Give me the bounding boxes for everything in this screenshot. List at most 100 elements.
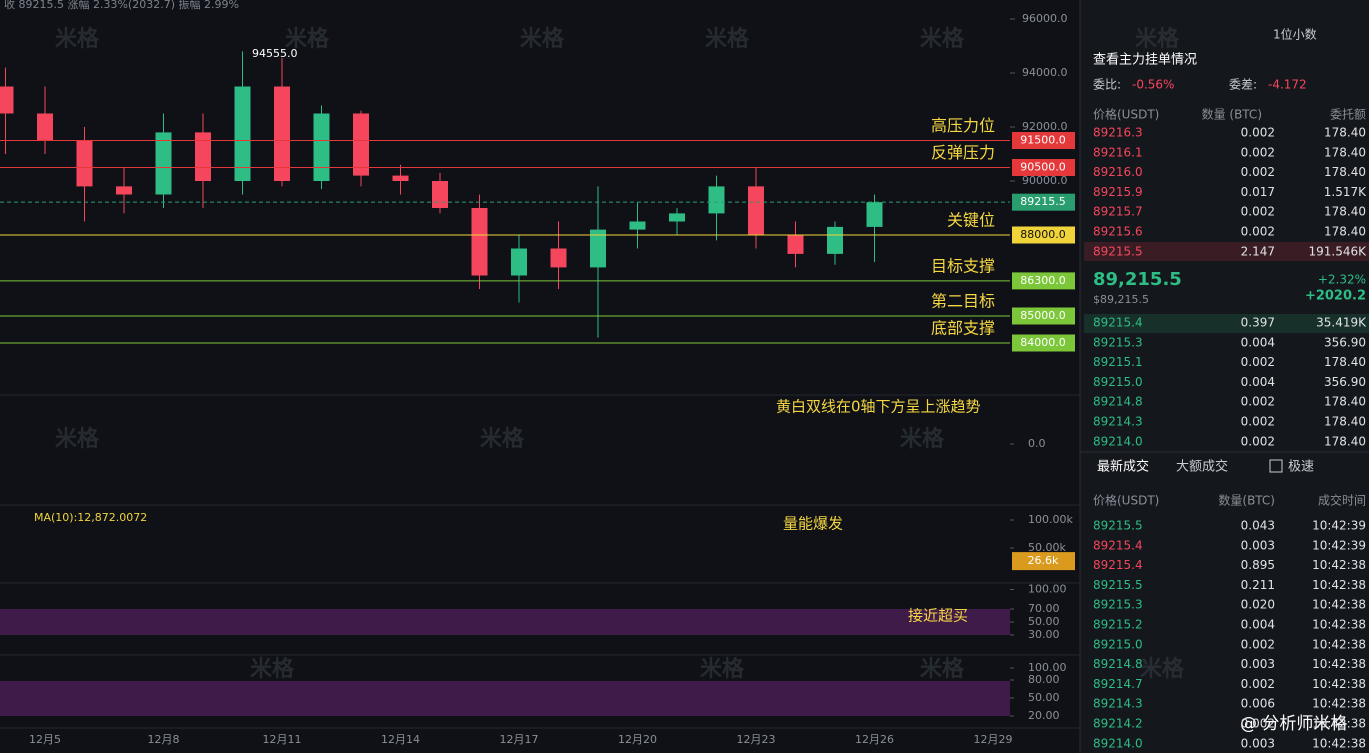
ohlc-info: 收 89215.5 涨幅 2.33%(2032.7) 振幅 2.99% (4, 0, 239, 11)
candle-body (0, 86, 14, 114)
y-tick-label: 70.00 (1028, 602, 1060, 615)
book-cell: 35.419K (1316, 316, 1367, 330)
watermark: 米格 (285, 26, 330, 52)
book-cell: 0.397 (1241, 316, 1275, 330)
trade-qty: 0.211 (1241, 578, 1275, 592)
watermark: 米格 (55, 26, 100, 52)
book-cell: 0.002 (1241, 126, 1275, 140)
current-tag-label: 89215.5 (1020, 195, 1066, 208)
y-tick-label: 92000.0 (1022, 120, 1068, 133)
level-tag (1012, 226, 1075, 244)
trade-price: 89215.3 (1093, 598, 1143, 612)
book-cell: 89215.0 (1093, 375, 1143, 389)
trade-price: 89215.5 (1093, 578, 1143, 592)
trade-tab[interactable]: 最新成交 (1097, 459, 1149, 475)
trade-price: 89215.4 (1093, 538, 1143, 552)
book-cell: 89215.3 (1093, 335, 1143, 349)
x-tick-label: 12月20 (618, 733, 657, 746)
y-tick-label: 94000.0 (1022, 66, 1068, 79)
candle-body (590, 229, 606, 268)
trade-qty: 0.003 (1241, 538, 1275, 552)
candle-body (708, 186, 725, 214)
candle-body (234, 86, 251, 181)
trade-time: 10:42:38 (1312, 558, 1366, 572)
book-cell: 89215.1 (1093, 355, 1143, 369)
book-cell: 356.90 (1324, 335, 1366, 349)
x-tick-label: 12月26 (855, 733, 894, 746)
candle-body (432, 181, 448, 208)
x-tick-label: 12月29 (974, 733, 1013, 746)
x-tick-label: 12月23 (737, 733, 776, 746)
trade-time: 10:42:38 (1312, 637, 1366, 651)
checkbox[interactable] (1269, 459, 1283, 473)
trade-time: 10:42:38 (1312, 618, 1366, 632)
candle-body (787, 235, 804, 254)
book-cell: 178.40 (1324, 165, 1366, 179)
book-cell: 1.517K (1324, 185, 1367, 199)
watermark: 米格 (920, 656, 965, 682)
x-tick-label: 12月8 (148, 733, 180, 746)
candle-body (511, 248, 527, 276)
candle-body (629, 221, 646, 230)
candle-body (392, 175, 409, 181)
book-header: 价格(USDT) (1093, 107, 1159, 122)
book-cell: 0.004 (1241, 375, 1275, 389)
book-cell: 89215.9 (1093, 185, 1143, 199)
precision-select[interactable]: 1位小数 (1273, 27, 1317, 42)
book-cell: 178.40 (1324, 434, 1366, 448)
ratio-label: 委比: (1093, 78, 1121, 92)
trade-tab[interactable]: 极速 (1288, 460, 1314, 475)
ratio: -0.56% (1132, 78, 1174, 92)
candle-body (155, 132, 172, 195)
watermark: 米格 (705, 26, 750, 52)
book-cell: 178.40 (1324, 355, 1366, 369)
y-tick-label: 100.00 (1028, 661, 1067, 674)
book-cell: 89216.1 (1093, 145, 1143, 159)
book-cell: 89215.4 (1093, 316, 1143, 330)
trade-tab[interactable]: 大额成交 (1176, 459, 1228, 475)
trade-price: 89215.0 (1093, 637, 1143, 651)
book-cell: 356.90 (1324, 375, 1366, 389)
book-cell: 89215.6 (1093, 225, 1143, 239)
level-name: 反弹压力 (931, 143, 995, 162)
book-cell: 178.40 (1324, 225, 1366, 239)
watermark: 米格 (250, 656, 295, 682)
book-cell: 0.002 (1241, 205, 1275, 219)
side-panel-bg (1080, 0, 1369, 753)
chart-bg (0, 0, 1080, 753)
trade-price: 89214.3 (1093, 697, 1143, 711)
bid-highlight (1084, 314, 1369, 333)
diff: -4.172 (1268, 78, 1307, 92)
watermark: 米格 (480, 426, 525, 452)
book-header: 委托额 (1330, 108, 1366, 122)
book-cell: 0.002 (1241, 355, 1275, 369)
book-title[interactable]: 查看主力挂单情况 (1093, 52, 1197, 68)
trade-price: 89215.2 (1093, 618, 1143, 632)
trade-price: 89215.4 (1093, 558, 1143, 572)
trade-time: 10:42:39 (1312, 538, 1366, 552)
last-usd: $89,215.5 (1093, 293, 1149, 306)
trade-time: 10:42:38 (1312, 598, 1366, 612)
trade-qty: 0.020 (1241, 598, 1275, 612)
x-tick-label: 12月17 (500, 733, 539, 746)
watermark: 米格 (920, 26, 965, 52)
candle-body (313, 113, 330, 181)
candle-body (669, 213, 685, 222)
book-cell: 178.40 (1324, 395, 1366, 409)
level-name: 高压力位 (931, 116, 995, 135)
level-tag (1012, 334, 1075, 352)
candle-body (550, 248, 567, 268)
trade-qty: 0.003 (1241, 657, 1275, 671)
trade-header: 成交时间 (1318, 493, 1366, 508)
book-cell: 89216.3 (1093, 126, 1143, 140)
candle-body (353, 113, 369, 176)
level-tag-label: 91500.0 (1020, 134, 1066, 147)
y-tick-label: 100.00k (1028, 513, 1073, 526)
book-cell: 191.546K (1309, 244, 1368, 258)
last-price: 89,215.5 (1093, 269, 1182, 290)
rsi-note: 接近超买 (908, 607, 968, 625)
candle-body (274, 86, 290, 181)
macd-note: 黄白双线在0轴下方呈上涨趋势 (776, 398, 981, 416)
y-tick-label: 50.00 (1028, 691, 1060, 704)
